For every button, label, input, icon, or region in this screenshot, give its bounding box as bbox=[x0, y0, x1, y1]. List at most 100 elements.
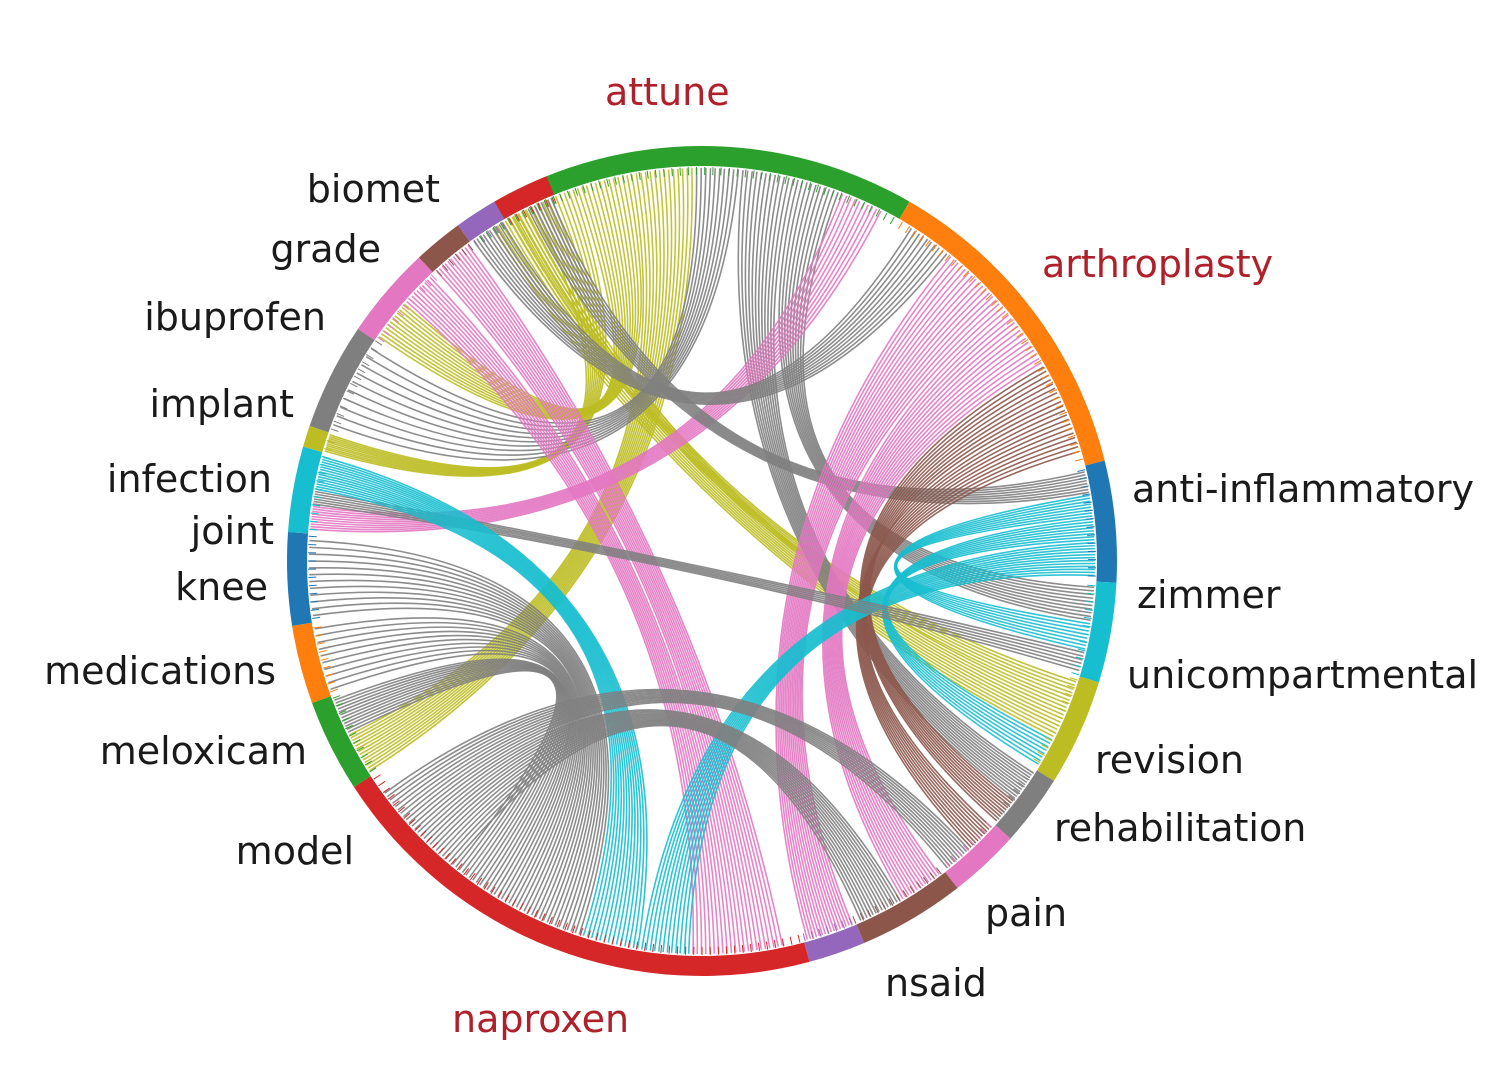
link-line bbox=[482, 234, 936, 402]
link-line bbox=[492, 227, 1055, 738]
link-anti-inflammatory-zimmer bbox=[893, 494, 1093, 650]
arc-tick bbox=[888, 898, 894, 906]
arc-tick bbox=[1086, 526, 1095, 528]
link-grade-arthroplasty bbox=[473, 222, 948, 405]
link-line bbox=[826, 321, 1015, 894]
label-unicompartmental: unicompartmental bbox=[1127, 653, 1478, 697]
arc-tick bbox=[773, 940, 777, 949]
link-line bbox=[675, 565, 1095, 954]
arc-tick bbox=[859, 912, 864, 921]
arc-ibuprofen bbox=[418, 225, 470, 273]
link-line bbox=[640, 541, 1095, 950]
arc-tick bbox=[519, 902, 524, 911]
arc-tick bbox=[309, 592, 318, 595]
arc-tick bbox=[431, 842, 439, 849]
label-zimmer: zimmer bbox=[1137, 573, 1281, 617]
arc-tick bbox=[853, 198, 858, 207]
link-line bbox=[420, 712, 892, 906]
arc-tick bbox=[881, 902, 887, 910]
link-line bbox=[823, 314, 1009, 898]
label-nsaid: nsaid bbox=[885, 961, 987, 1005]
arc-tick bbox=[361, 361, 370, 367]
arc-tick bbox=[322, 665, 331, 669]
arc-tick bbox=[316, 479, 325, 483]
arc-tick bbox=[974, 833, 981, 840]
link-line bbox=[365, 167, 702, 428]
link-line bbox=[855, 409, 1066, 848]
arc-tick bbox=[1055, 715, 1064, 720]
arc-tick bbox=[338, 710, 347, 715]
arc-tick bbox=[1033, 360, 1042, 365]
arc-zimmer bbox=[1079, 581, 1117, 683]
link-line bbox=[441, 721, 871, 917]
arc-tick bbox=[852, 916, 857, 924]
link-line bbox=[860, 427, 1073, 840]
link-line bbox=[516, 213, 1064, 716]
label-attune: attune bbox=[605, 70, 730, 114]
link-line bbox=[400, 697, 956, 863]
arc-tick bbox=[402, 304, 410, 311]
arc-tick bbox=[1038, 367, 1046, 372]
link-line bbox=[309, 573, 599, 928]
arc-tick bbox=[373, 774, 381, 780]
link-line bbox=[432, 718, 880, 913]
arc-tick bbox=[911, 230, 918, 238]
link-line bbox=[464, 247, 780, 947]
link-line bbox=[411, 709, 901, 901]
arc-tick bbox=[663, 168, 665, 177]
arc-tick bbox=[1013, 788, 1021, 795]
link-line bbox=[414, 710, 898, 903]
arc-tick bbox=[369, 767, 377, 773]
arc-tick bbox=[848, 917, 853, 926]
arc-tick bbox=[768, 172, 771, 181]
arc-nsaid bbox=[804, 924, 865, 962]
link-line bbox=[767, 176, 1031, 779]
arc-tick bbox=[1072, 450, 1081, 454]
arc-tick bbox=[1022, 775, 1030, 781]
arc-tick bbox=[1067, 434, 1076, 439]
link-medications-naproxen bbox=[308, 539, 610, 935]
arc-tick bbox=[1065, 427, 1073, 431]
link-line bbox=[352, 168, 716, 439]
link-line bbox=[792, 288, 987, 931]
arc-tick bbox=[760, 171, 763, 180]
arc-tick bbox=[638, 171, 641, 181]
arc-implant bbox=[357, 257, 433, 341]
arc-tick bbox=[311, 504, 321, 507]
link-line bbox=[315, 488, 612, 936]
link-line bbox=[856, 414, 1068, 846]
link-line bbox=[330, 653, 572, 898]
arc-tick bbox=[310, 512, 319, 515]
link-line bbox=[418, 287, 716, 954]
arc-unicompartmental bbox=[1036, 676, 1099, 781]
link-line bbox=[316, 621, 583, 914]
link-line bbox=[438, 268, 741, 953]
link-line bbox=[315, 485, 615, 938]
link-line bbox=[334, 658, 571, 895]
arc-tick bbox=[339, 405, 348, 410]
arc-tick bbox=[316, 642, 325, 645]
arc-tick bbox=[350, 382, 358, 388]
label-joint: joint bbox=[190, 509, 274, 553]
arc-tick bbox=[825, 926, 830, 935]
label-rehabilitation: rehabilitation bbox=[1054, 806, 1306, 850]
arc-tick bbox=[776, 174, 780, 183]
link-line bbox=[321, 461, 642, 948]
arc-tick bbox=[614, 176, 617, 185]
arc-tick bbox=[668, 945, 671, 954]
link-line bbox=[385, 177, 634, 417]
link-line bbox=[683, 571, 1095, 954]
arc-tick bbox=[330, 688, 339, 693]
arc-tick bbox=[1087, 584, 1096, 587]
link-line bbox=[757, 173, 1026, 786]
link-line bbox=[530, 206, 1089, 503]
arc-tick bbox=[1077, 648, 1086, 652]
label-model: model bbox=[236, 829, 354, 873]
arc-tick bbox=[582, 185, 586, 194]
link-line bbox=[748, 171, 1021, 793]
link-meloxicam-naproxen bbox=[314, 617, 585, 916]
link-line bbox=[347, 168, 721, 443]
arc-tick bbox=[929, 872, 936, 880]
arc-tick bbox=[352, 739, 361, 744]
